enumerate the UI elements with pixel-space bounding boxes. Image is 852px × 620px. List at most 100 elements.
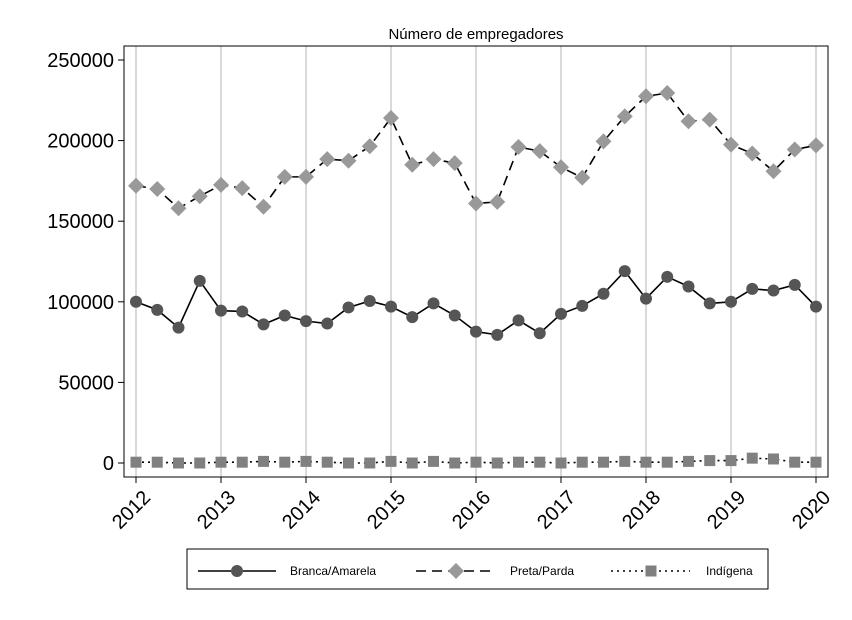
data-point bbox=[215, 456, 227, 468]
data-point bbox=[659, 85, 676, 102]
data-point bbox=[130, 456, 142, 468]
data-point bbox=[788, 278, 801, 291]
data-point bbox=[534, 456, 546, 468]
data-point bbox=[808, 137, 824, 154]
data-point bbox=[279, 456, 291, 468]
data-point bbox=[213, 176, 229, 193]
data-point bbox=[491, 328, 504, 341]
legend: Branca/Amarela Preta/Parda Indígena bbox=[186, 548, 769, 590]
data-point bbox=[680, 113, 697, 130]
data-point bbox=[172, 321, 185, 334]
data-point bbox=[513, 456, 524, 468]
data-point bbox=[298, 168, 314, 185]
data-point bbox=[173, 457, 184, 469]
data-point bbox=[385, 300, 397, 313]
data-point bbox=[258, 455, 269, 467]
legend-marker bbox=[231, 565, 243, 577]
y-tick-label: 50000 bbox=[58, 372, 114, 394]
data-point bbox=[257, 318, 270, 331]
data-point bbox=[427, 297, 440, 310]
data-point bbox=[234, 180, 251, 197]
data-point bbox=[810, 300, 822, 313]
data-point bbox=[746, 282, 759, 295]
data-point bbox=[661, 456, 673, 468]
data-point bbox=[406, 311, 419, 324]
data-point bbox=[704, 455, 716, 467]
data-point bbox=[194, 457, 206, 469]
data-point bbox=[151, 303, 164, 316]
data-point bbox=[597, 287, 610, 300]
data-point bbox=[321, 456, 333, 468]
data-point bbox=[170, 200, 187, 217]
series-ind-gena bbox=[130, 452, 822, 469]
data-point bbox=[553, 159, 569, 176]
legend-item: Indígena bbox=[611, 564, 753, 578]
data-point bbox=[319, 151, 336, 168]
y-tick-label: 150000 bbox=[47, 211, 114, 233]
data-point bbox=[810, 456, 822, 468]
data-point bbox=[555, 457, 567, 469]
data-point bbox=[789, 456, 801, 468]
y-tick-label: 200000 bbox=[47, 131, 114, 153]
legend-label: Indígena bbox=[706, 564, 753, 578]
series-layer bbox=[128, 85, 824, 469]
data-point bbox=[531, 143, 548, 160]
data-point bbox=[683, 455, 694, 467]
data-point bbox=[640, 456, 652, 468]
data-point bbox=[278, 309, 291, 322]
data-point bbox=[364, 457, 376, 469]
data-point bbox=[191, 188, 208, 205]
data-point bbox=[428, 455, 439, 467]
data-point bbox=[786, 141, 803, 158]
data-point bbox=[470, 456, 482, 468]
data-point bbox=[468, 195, 484, 212]
legend-marker bbox=[448, 563, 464, 579]
data-point bbox=[725, 295, 737, 308]
data-point bbox=[491, 457, 503, 469]
data-point bbox=[618, 265, 631, 278]
data-point bbox=[765, 163, 782, 180]
data-point bbox=[598, 456, 609, 468]
series-branca-amarela bbox=[130, 265, 822, 341]
data-point bbox=[193, 274, 206, 287]
data-point bbox=[723, 136, 739, 153]
data-point bbox=[383, 110, 399, 127]
data-point bbox=[470, 325, 482, 338]
y-tick-label: 0 bbox=[103, 453, 114, 475]
data-point bbox=[404, 156, 421, 173]
data-point bbox=[215, 304, 227, 317]
data-point bbox=[725, 455, 737, 467]
data-point bbox=[744, 145, 761, 162]
chart-title: Número de empregadores bbox=[388, 26, 563, 43]
data-point bbox=[300, 315, 312, 328]
legend-label: Branca/Amarela bbox=[290, 564, 376, 578]
data-point bbox=[361, 138, 378, 155]
data-point bbox=[300, 455, 312, 467]
data-point bbox=[703, 297, 716, 310]
y-tick-label: 100000 bbox=[47, 292, 114, 314]
data-point bbox=[768, 453, 779, 465]
data-point bbox=[746, 452, 758, 464]
data-point bbox=[574, 169, 591, 186]
data-point bbox=[448, 309, 461, 322]
data-point bbox=[512, 314, 525, 327]
data-point bbox=[449, 457, 461, 469]
data-point bbox=[682, 280, 695, 293]
data-point bbox=[640, 292, 652, 305]
data-point bbox=[616, 108, 633, 125]
legend-item: Preta/Parda bbox=[416, 563, 574, 579]
legend-box bbox=[186, 548, 769, 590]
data-point bbox=[363, 294, 376, 307]
data-point bbox=[576, 456, 588, 468]
data-point bbox=[701, 111, 718, 128]
data-point bbox=[661, 270, 674, 283]
data-point bbox=[767, 284, 780, 297]
data-point bbox=[149, 180, 166, 197]
legend-label: Preta/Parda bbox=[510, 564, 574, 578]
data-point bbox=[638, 88, 654, 105]
data-point bbox=[619, 455, 631, 467]
data-point bbox=[130, 295, 142, 308]
data-point bbox=[533, 327, 546, 340]
data-point bbox=[340, 152, 357, 169]
